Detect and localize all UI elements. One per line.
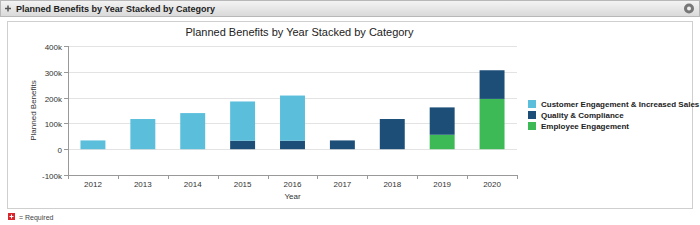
bar	[180, 113, 205, 149]
legend-label: Quality & Compliance	[541, 111, 624, 120]
bar	[430, 107, 455, 108]
y-tick-label: 400k	[45, 43, 63, 52]
bar	[380, 119, 405, 149]
legend-label: Customer Engagement & Increased Sales	[541, 100, 700, 109]
x-tick	[68, 175, 69, 179]
settings-icon[interactable]	[684, 4, 694, 14]
x-tick-label: 2016	[284, 180, 302, 189]
bar	[330, 140, 355, 149]
bar	[330, 140, 355, 141]
bar	[230, 101, 255, 140]
y-tick	[64, 46, 68, 47]
x-tick-label: 2014	[184, 180, 202, 189]
x-tick	[517, 175, 518, 179]
bar	[130, 119, 155, 149]
bar	[280, 141, 305, 150]
x-tick	[367, 175, 368, 179]
x-tick	[417, 175, 418, 179]
bar	[430, 107, 455, 134]
footer-note: = Required	[19, 214, 54, 222]
panel-title: Planned Benefits by Year Stacked by Cate…	[16, 4, 215, 14]
legend-swatch	[528, 100, 536, 108]
legend-swatch	[528, 111, 536, 119]
chart-title: Planned Benefits by Year Stacked by Cate…	[185, 26, 414, 38]
x-tick	[218, 175, 219, 179]
bars	[80, 70, 504, 149]
y-tick-label: 0	[58, 146, 63, 155]
x-tick	[268, 175, 269, 179]
x-tick-label: 2015	[234, 180, 252, 189]
y-tick	[64, 123, 68, 124]
y-tick-label: 200k	[45, 95, 63, 104]
y-axis-title: Planned Benefits	[29, 80, 38, 141]
x-axis-title: Year	[284, 192, 301, 201]
bar	[280, 96, 305, 141]
bar	[230, 141, 255, 150]
bar	[480, 70, 505, 99]
expand-icon[interactable]	[7, 6, 9, 12]
y-tick	[64, 175, 68, 176]
x-axis-line	[68, 175, 517, 176]
grid-line	[68, 175, 517, 176]
y-tick-label: -100k	[42, 172, 63, 181]
x-tick-label: 2020	[483, 180, 501, 189]
x-tick	[118, 175, 119, 179]
x-tick-label: 2018	[383, 180, 401, 189]
required-icon	[11, 215, 12, 219]
chart-frame	[8, 22, 693, 209]
bar	[380, 119, 405, 120]
x-tick-label: 2017	[333, 180, 351, 189]
x-tick	[168, 175, 169, 179]
y-axis-line	[68, 46, 69, 175]
legend-label: Employee Engagement	[541, 122, 629, 131]
x-tick-label: 2012	[84, 180, 102, 189]
legend-swatch	[528, 122, 536, 130]
x-tick	[467, 175, 468, 179]
y-tick	[64, 98, 68, 99]
y-tick	[64, 72, 68, 73]
bar	[80, 140, 105, 149]
y-tick-label: 300k	[45, 69, 63, 78]
grid-line	[68, 72, 517, 73]
settings-icon	[687, 7, 691, 11]
panel-header	[1, 1, 700, 17]
bar	[480, 99, 505, 149]
canvas: Planned Benefits by Year Stacked by Cate…	[0, 0, 700, 225]
bar	[480, 70, 505, 71]
x-tick	[317, 175, 318, 179]
required-icon	[8, 213, 15, 220]
grid-line	[68, 46, 517, 47]
y-tick-label: 100k	[45, 120, 63, 129]
bar	[430, 135, 455, 149]
y-tick	[64, 149, 68, 150]
x-tick-label: 2013	[134, 180, 152, 189]
x-tick-label: 2019	[433, 180, 451, 189]
